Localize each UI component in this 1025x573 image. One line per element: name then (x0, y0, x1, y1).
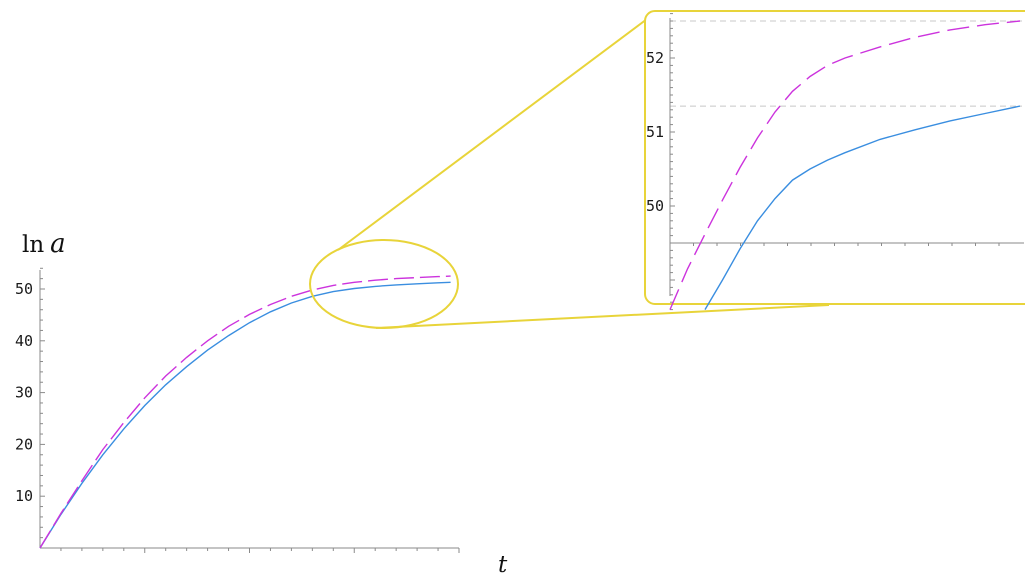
inset-y-tick-label: 52 (646, 49, 664, 67)
zoom-ellipse (309, 239, 459, 329)
y-axis-label-var: a (50, 229, 66, 259)
inset-series-solid (704, 105, 1021, 310)
y-tick-label: 10 (15, 487, 33, 505)
y-axis-label: ln a (22, 229, 66, 259)
inset-y-tick-label: 50 (646, 197, 664, 215)
y-axis-label-ln: ln (22, 232, 44, 258)
x-axis-label: t (498, 552, 508, 573)
y-tick-label: 40 (15, 332, 33, 350)
y-tick-label: 20 (15, 435, 33, 453)
main-series-dashed (39, 275, 451, 549)
zoom-connectors (309, 15, 830, 329)
zoom-connector-upper (337, 15, 652, 251)
inset-plot: 50 51 52 (644, 10, 1025, 311)
inset-y-tick-label: 51 (646, 123, 664, 141)
main-series-solid (39, 281, 451, 549)
zoom-connector-lower (375, 304, 830, 329)
inset-series-dashed (669, 20, 1021, 310)
y-tick-label: 30 (15, 384, 33, 402)
y-tick-label: 50 (15, 280, 33, 298)
main-plot: 10 20 30 40 50 ln a t (15, 229, 508, 573)
